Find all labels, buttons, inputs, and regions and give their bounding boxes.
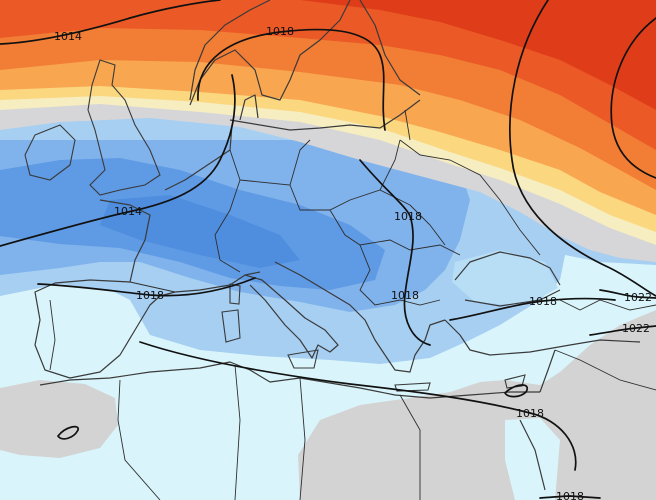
- coast-north-sea-continent: [164, 124, 233, 191]
- border-line: [214, 149, 241, 273]
- coast-red-sea: [519, 419, 546, 491]
- border-line: [379, 139, 401, 191]
- isobar-line: [0, 0, 221, 45]
- gray-region-northwest-africa: [0, 380, 118, 458]
- coast-france-west: [99, 199, 151, 283]
- coast-adriatic-east: [274, 261, 386, 356]
- coast-black-sea-north: [454, 251, 561, 286]
- isobar-label: 1022: [622, 322, 650, 335]
- coast-ireland: [24, 124, 76, 181]
- isobar-label: 1018: [556, 490, 584, 500]
- isobar-line: [37, 277, 256, 297]
- coast-sicily: [287, 349, 319, 369]
- border-line: [234, 364, 241, 500]
- border-line: [299, 377, 306, 500]
- coast-turkey-south: [444, 319, 641, 356]
- isobar-label: 1018: [136, 289, 164, 302]
- isobar-line: [139, 341, 577, 471]
- isobar-closed-loop: [503, 384, 529, 398]
- isobar-label: 1018: [391, 289, 419, 302]
- isobar-label: 1018: [516, 407, 544, 420]
- border-line: [404, 109, 411, 141]
- border-line: [117, 379, 161, 500]
- coast-finland: [359, 0, 421, 96]
- deep-red-band: [300, 0, 656, 110]
- coast-baltic-south: [229, 99, 421, 131]
- isobar-line: [509, 0, 656, 297]
- coast-greece: [384, 319, 446, 373]
- border-line: [129, 281, 176, 293]
- isobar-line: [610, 17, 656, 179]
- isobar-closed-loop: [56, 425, 79, 440]
- coast-cyprus: [504, 374, 526, 389]
- border-line: [359, 244, 441, 306]
- isobar-line: [539, 495, 601, 499]
- coast-levant: [539, 349, 556, 393]
- border-line: [399, 139, 541, 256]
- coast-italy: [244, 274, 339, 359]
- border-line: [329, 209, 461, 256]
- isobar-line: [0, 74, 236, 247]
- border-line: [554, 349, 656, 391]
- border-line: [399, 394, 421, 500]
- isobar-label: 1022: [624, 291, 652, 304]
- border-line: [559, 299, 656, 311]
- isobar-label: 1014: [114, 205, 142, 218]
- isobar-line: [359, 159, 431, 346]
- coast-norway-sweden: [189, 0, 351, 106]
- border-line: [409, 204, 446, 246]
- isobar-line: [197, 28, 386, 131]
- country-borders: [49, 109, 656, 500]
- black-sea-light-region: [452, 250, 558, 306]
- border-line: [49, 299, 56, 371]
- isobar-line: [599, 289, 656, 299]
- isobar-label: 1018: [266, 25, 294, 38]
- pale-region-red-sea: [505, 418, 560, 500]
- gray-region-east-africa-middle-east: [298, 310, 656, 500]
- isobar-line: [589, 325, 656, 336]
- isobar-label: 1018: [394, 210, 422, 223]
- coast-norway-west: [189, 0, 271, 101]
- border-line: [289, 139, 311, 186]
- coast-sardinia: [221, 309, 241, 343]
- isobar-label: 1018: [529, 295, 557, 308]
- blue-core-region: [100, 195, 300, 268]
- coast-denmark: [239, 94, 259, 121]
- isobar-label: 1014: [54, 30, 82, 43]
- coast-great-britain: [87, 59, 161, 196]
- coast-black-sea-south: [464, 289, 561, 307]
- isobar-line: [449, 297, 616, 321]
- isobar-labels: 1014 1018 1014 1018 1018 1018 1018 1022 …: [54, 25, 652, 500]
